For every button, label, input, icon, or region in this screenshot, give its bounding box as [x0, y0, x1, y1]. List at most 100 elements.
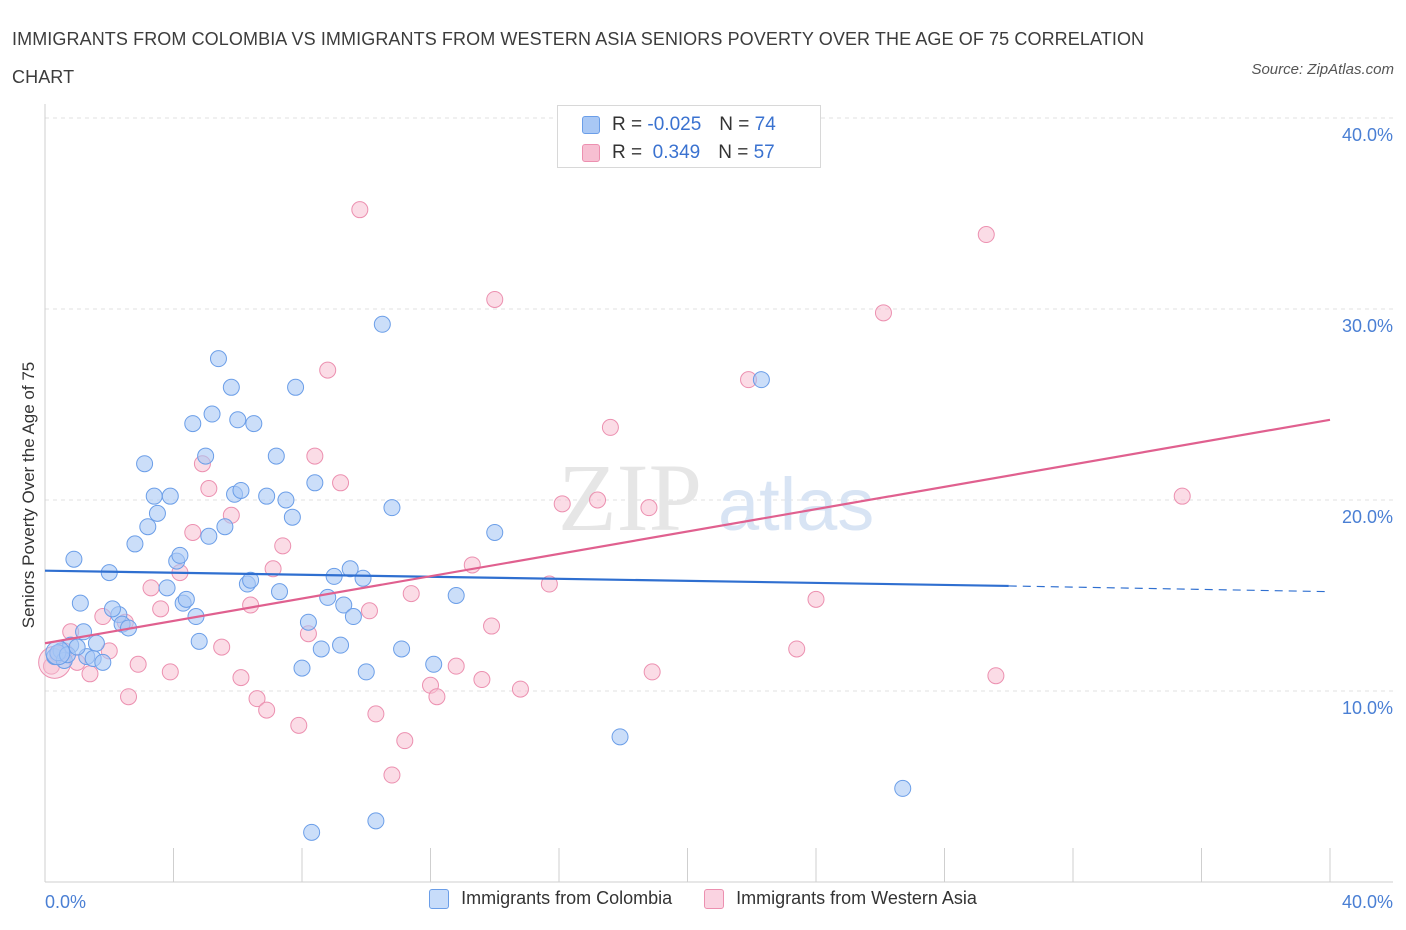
data-point-western-asia [601, 418, 619, 436]
data-point-colombia [293, 659, 311, 677]
data-point-colombia [200, 527, 218, 545]
data-point-western-asia [540, 575, 558, 593]
data-point-western-asia [351, 201, 369, 219]
legend-row-colombia: R = -0.025 N = 74 [582, 113, 776, 137]
watermark-zip: ZIP [558, 444, 702, 551]
data-point-colombia [171, 546, 189, 564]
data-point-colombia [277, 491, 295, 509]
series-colombia-points [45, 315, 912, 841]
data-point-colombia [367, 812, 385, 830]
data-point-western-asia [987, 667, 1005, 685]
legend-r-label: R = [612, 142, 643, 163]
data-point-colombia [139, 518, 157, 536]
legend-n-label: N = [718, 142, 749, 163]
data-point-western-asia [1173, 487, 1191, 505]
correlation-legend: R = -0.025 N = 74 R = 0.349 N = 57 [557, 105, 821, 168]
data-point-western-asia [640, 499, 658, 517]
data-point-western-asia [81, 665, 99, 683]
data-point-western-asia [161, 663, 179, 681]
data-point-colombia [94, 653, 112, 671]
data-point-colombia [184, 415, 202, 433]
data-point-colombia [209, 350, 227, 368]
data-point-colombia [354, 569, 372, 587]
data-point-colombia [611, 728, 629, 746]
data-point-colombia [303, 823, 321, 841]
data-point-western-asia [383, 766, 401, 784]
data-point-colombia [232, 481, 250, 499]
data-point-western-asia [274, 537, 292, 555]
data-point-western-asia [788, 640, 806, 658]
legend-swatch-colombia [429, 888, 450, 909]
legend-item-western-asia: Immigrants from Western Asia [704, 888, 977, 909]
data-point-western-asia [402, 585, 420, 603]
trend-lines [44, 418, 1331, 645]
y-tick-label: 10.0% [1342, 698, 1393, 718]
data-point-western-asia [319, 361, 337, 379]
data-point-western-asia [242, 596, 260, 614]
data-point-western-asia [332, 474, 350, 492]
data-point-colombia [335, 596, 353, 614]
data-point-colombia [242, 571, 260, 589]
data-point-western-asia [200, 480, 218, 498]
data-point-colombia [344, 608, 362, 626]
legend-label-colombia: Immigrants from Colombia [461, 888, 673, 908]
data-point-colombia [393, 640, 411, 658]
data-point-colombia [425, 655, 443, 673]
data-point-colombia [68, 638, 86, 656]
data-point-western-asia [447, 657, 465, 675]
data-point-western-asia [643, 663, 661, 681]
data-point-western-asia [396, 732, 414, 750]
data-point-colombia [447, 587, 465, 604]
legend-row-western-asia: R = 0.349 N = 57 [582, 141, 775, 165]
data-point-colombia [65, 550, 83, 568]
data-point-colombia [145, 487, 163, 505]
trend-line-colombia [44, 569, 1009, 588]
data-point-colombia [283, 508, 301, 526]
data-point-colombia [267, 447, 285, 465]
data-point-western-asia [367, 705, 385, 723]
y-tick-labels: 10.0% 20.0% 30.0% 40.0% [1342, 125, 1393, 718]
data-point-western-asia [129, 655, 147, 673]
data-point-colombia [319, 588, 337, 606]
data-point-colombia [103, 600, 121, 618]
data-point-colombia [45, 640, 71, 666]
data-point-colombia [306, 474, 324, 492]
data-point-colombia [299, 613, 317, 631]
legend-r-label: R = [612, 114, 643, 135]
data-point-colombia [161, 487, 179, 505]
data-point-western-asia [553, 495, 571, 513]
data-point-colombia [245, 415, 263, 433]
data-point-colombia [203, 405, 221, 423]
data-point-colombia [190, 632, 208, 650]
data-point-colombia [87, 634, 105, 652]
data-point-western-asia [290, 716, 308, 734]
legend-n-value: 74 [754, 114, 776, 135]
data-point-colombia [216, 518, 234, 536]
legend-n-value: 57 [753, 142, 775, 163]
data-point-colombia [312, 640, 330, 658]
data-point-colombia [158, 579, 176, 597]
data-point-colombia [373, 315, 391, 333]
legend-label-western-asia: Immigrants from Western Asia [736, 888, 977, 908]
y-axis-label: Seniors Poverty Over the Age of 75 [19, 362, 38, 628]
data-point-western-asia [213, 638, 231, 656]
watermark: ZIP atlas [558, 444, 874, 551]
data-point-colombia [341, 560, 359, 578]
data-point-colombia [271, 583, 289, 601]
legend-item-colombia: Immigrants from Colombia [429, 888, 672, 909]
data-point-western-asia [306, 447, 324, 465]
trend-line-colombia-extrapolated [1008, 585, 1331, 593]
trend-line-western-asia [44, 418, 1331, 645]
legend-r-value: -0.025 [647, 114, 702, 135]
data-point-colombia [222, 378, 240, 396]
source-label: Source: ZipAtlas.com [1251, 61, 1394, 78]
legend-n-label: N = [719, 114, 750, 135]
legend-r-value: 0.349 [647, 142, 701, 163]
data-point-western-asia [977, 226, 995, 244]
data-point-western-asia [473, 671, 491, 689]
data-point-western-asia [264, 560, 282, 578]
legend-swatch-western-asia [704, 888, 725, 909]
y-tick-label: 40.0% [1342, 125, 1393, 145]
data-point-western-asia [258, 701, 276, 719]
